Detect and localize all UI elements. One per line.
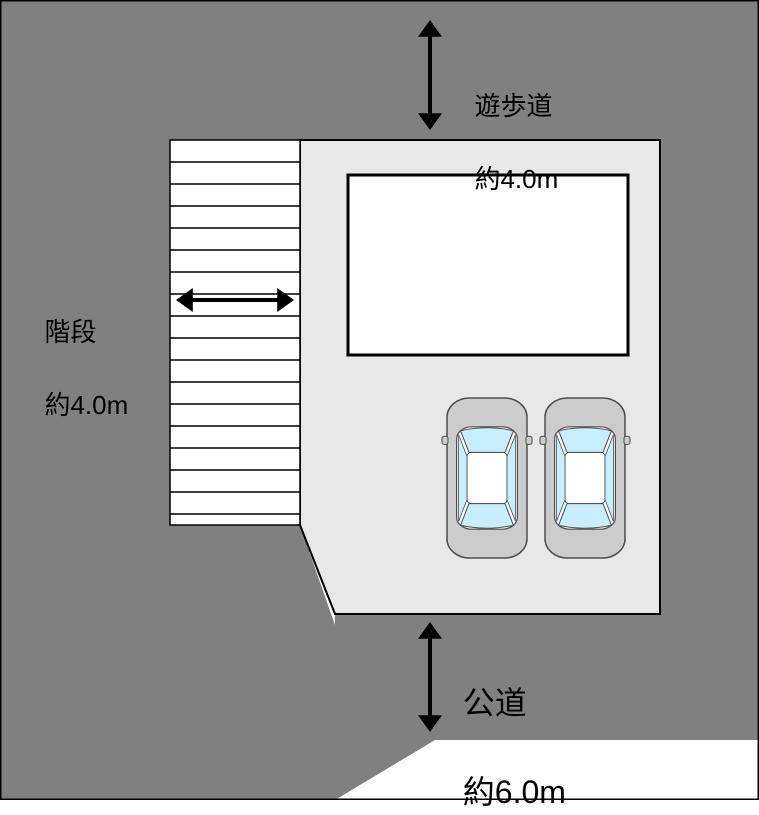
public-road-label: 公道 約6.0m <box>445 636 566 815</box>
promenade-title: 遊歩道 <box>474 91 552 121</box>
promenade-dim: 約4.0m <box>474 164 558 194</box>
stairs-title: 階段 <box>44 317 96 347</box>
stairs-label: 階段 約4.0m <box>30 278 128 424</box>
car-icon <box>540 398 630 558</box>
public-road-dim: 約6.0m <box>463 774 566 810</box>
public-road-title: 公道 <box>463 685 527 721</box>
stairs-dim: 約4.0m <box>44 390 128 420</box>
promenade-label: 遊歩道 約4.0m <box>460 52 558 198</box>
car-icon <box>442 398 532 558</box>
